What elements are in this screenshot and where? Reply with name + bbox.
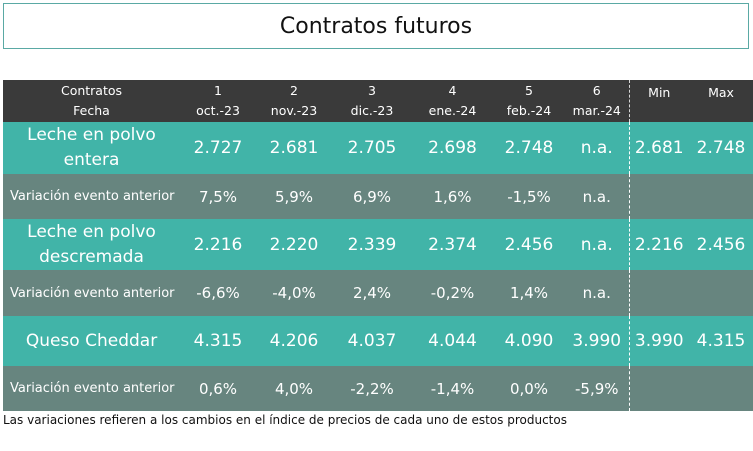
- col-date: feb.-24: [506, 103, 552, 118]
- header-contratos: Contratos: [60, 83, 123, 98]
- cell-value: 1,4%: [493, 270, 565, 316]
- col-date: dic.-23: [350, 103, 394, 118]
- cell-value: -6,6%: [180, 270, 256, 316]
- cell-min: [628, 270, 689, 316]
- futures-table: Contratos Fecha 1 oct.-23 2 nov.-23 3 dic.-…: [3, 80, 753, 411]
- cell-max: 2.748: [689, 122, 753, 174]
- cell-value: 3.990: [565, 316, 629, 366]
- cell-max: [689, 366, 753, 411]
- cell-min: 3.990: [628, 316, 689, 366]
- row-queso-cheddar: Queso Cheddar 4.315 4.206 4.037 4.044 4.…: [3, 316, 753, 366]
- label-line: Leche en polvo: [27, 125, 156, 145]
- cell-value: 0,6%: [180, 366, 256, 411]
- title-text: Contratos futuros: [279, 13, 473, 39]
- cell-value: n.a.: [565, 174, 629, 219]
- cell-value: 2.748: [493, 122, 565, 174]
- cell-value: 4.044: [412, 316, 493, 366]
- header-row: Contratos Fecha 1 oct.-23 2 nov.-23 3 dic.-…: [3, 80, 753, 122]
- row-label: Queso Cheddar: [3, 316, 180, 366]
- cell-value: 4.090: [493, 316, 565, 366]
- cell-max: [689, 270, 753, 316]
- header-col-6: 6 mar.-24: [565, 80, 629, 122]
- cell-value: -1,5%: [493, 174, 565, 219]
- cell-value: 0,0%: [493, 366, 565, 411]
- row-leche-entera: Leche en polvo entera 2.727 2.681 2.705 2…: [3, 122, 753, 174]
- cell-value: n.a.: [565, 122, 629, 174]
- cell-value: 2.727: [180, 122, 256, 174]
- col-number: 1: [214, 83, 222, 98]
- header-max: Max: [689, 80, 753, 122]
- col-number: 3: [368, 83, 376, 98]
- header-col-3: 3 dic.-23: [332, 80, 412, 122]
- cell-max: 2.456: [689, 219, 753, 270]
- cell-value: -4,0%: [256, 270, 332, 316]
- cell-min: [628, 366, 689, 411]
- col-date: ene.-24: [428, 103, 477, 118]
- cell-value: 2.216: [180, 219, 256, 270]
- table-title: Contratos futuros: [3, 3, 749, 49]
- header-col-2: 2 nov.-23: [256, 80, 332, 122]
- col-number: 2: [290, 83, 298, 98]
- cell-value: 2.456: [493, 219, 565, 270]
- row-variacion: Variación evento anterior -6,6% -4,0% 2,…: [3, 270, 753, 316]
- cell-value: 2.339: [332, 219, 412, 270]
- cell-value: 4,0%: [256, 366, 332, 411]
- label-line: entera: [63, 150, 120, 170]
- col-number: 5: [525, 83, 533, 98]
- cell-value: 4.206: [256, 316, 332, 366]
- footnote: Las variaciones refieren a los cambios e…: [3, 413, 567, 427]
- row-label: Leche en polvo entera: [3, 122, 180, 174]
- cell-value: 5,9%: [256, 174, 332, 219]
- col-date: mar.-24: [572, 103, 621, 118]
- cell-value: n.a.: [565, 219, 629, 270]
- cell-value: -1,4%: [412, 366, 493, 411]
- cell-value: 4.037: [332, 316, 412, 366]
- label-line: Leche en polvo: [27, 221, 156, 242]
- header-min: Min: [628, 80, 689, 122]
- row-leche-descremada: Leche en polvo descremada 2.216 2.220 2.3…: [3, 219, 753, 270]
- cell-value: -5,9%: [565, 366, 629, 411]
- cell-value: 6,9%: [332, 174, 412, 219]
- cell-value: 1,6%: [412, 174, 493, 219]
- col-number: 4: [448, 83, 457, 98]
- row-variacion: Variación evento anterior 0,6% 4,0% -2,2…: [3, 366, 753, 411]
- header-col-5: 5 feb.-24: [493, 80, 565, 122]
- cell-max: 4.315: [689, 316, 753, 366]
- label-line: descremada: [39, 246, 144, 267]
- cell-value: -0,2%: [412, 270, 493, 316]
- header-col-1: 1 oct.-23: [180, 80, 256, 122]
- col-number: 6: [592, 83, 601, 98]
- cell-min: [628, 174, 689, 219]
- cell-min: 2.216: [628, 219, 689, 270]
- row-label: Variación evento anterior: [3, 366, 180, 411]
- cell-value: -2,2%: [332, 366, 412, 411]
- cell-value: 2.374: [412, 219, 493, 270]
- row-label: Variación evento anterior: [3, 270, 180, 316]
- cell-value: 4.315: [180, 316, 256, 366]
- cell-value: 7,5%: [180, 174, 256, 219]
- header-fecha: Fecha: [73, 103, 110, 118]
- header-label-cell: Contratos Fecha: [3, 80, 180, 122]
- row-label: Leche en polvo descremada: [3, 219, 180, 270]
- header-col-4: 4 ene.-24: [412, 80, 493, 122]
- row-label: Variación evento anterior: [3, 174, 180, 219]
- cell-value: 2.698: [412, 122, 493, 174]
- cell-min: 2.681: [628, 122, 689, 174]
- col-date: oct.-23: [196, 103, 240, 118]
- cell-value: 2.220: [256, 219, 332, 270]
- col-date: nov.-23: [270, 103, 318, 118]
- row-variacion: Variación evento anterior 7,5% 5,9% 6,9%…: [3, 174, 753, 219]
- cell-value: 2.705: [332, 122, 412, 174]
- cell-max: [689, 174, 753, 219]
- cell-value: n.a.: [565, 270, 629, 316]
- cell-value: 2.681: [256, 122, 332, 174]
- cell-value: 2,4%: [332, 270, 412, 316]
